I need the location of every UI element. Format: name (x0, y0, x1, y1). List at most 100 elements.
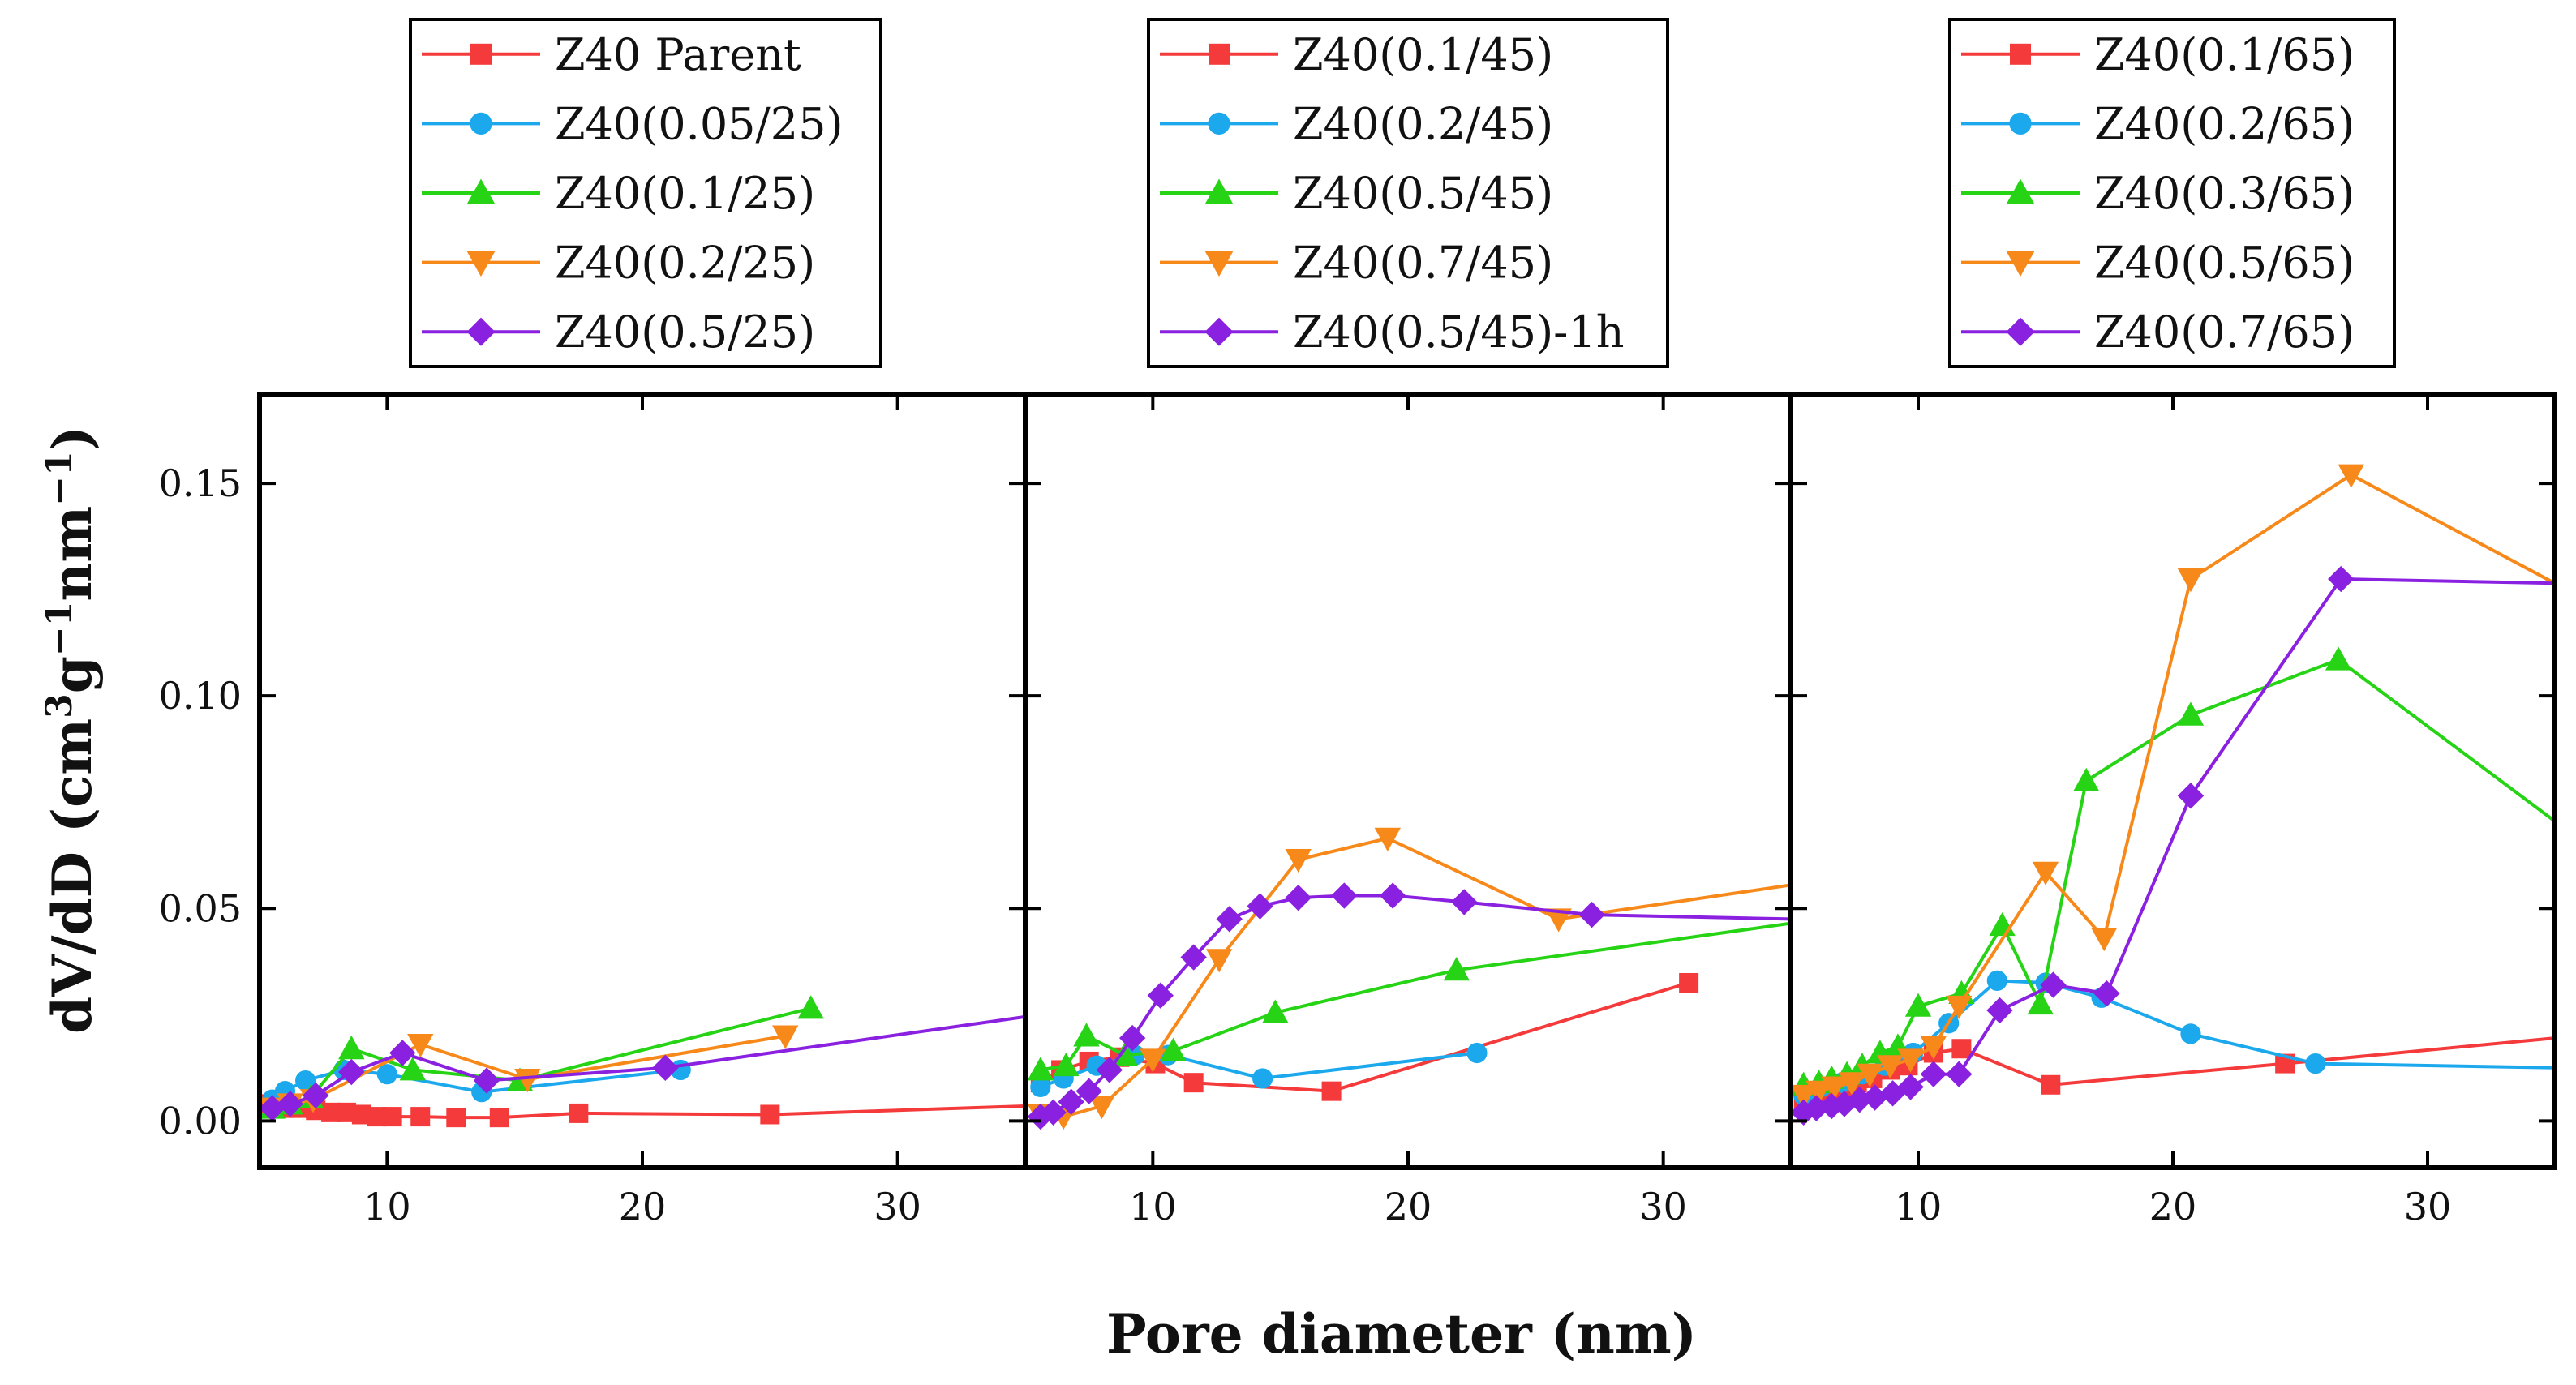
legend-item: Z40(0.2/25) (422, 238, 815, 289)
svg-text:dV/dD (cm3g−1nm−1): dV/dD (cm3g−1nm−1) (39, 426, 104, 1034)
data-point (389, 1040, 416, 1066)
data-point (514, 1069, 541, 1093)
data-point (446, 1108, 466, 1128)
legend-label: Z40(0.7/45) (1293, 238, 1553, 289)
legend-label: Z40(0.5/45) (1293, 168, 1553, 219)
legend-item: Z40(0.2/45) (1160, 98, 1553, 149)
legend-item: Z40(0.5/45)-1h (1160, 307, 1625, 358)
data-point (2305, 1053, 2326, 1074)
data-point (338, 1036, 365, 1060)
data-point (1805, 1080, 1832, 1104)
data-point (1831, 1091, 1858, 1117)
x-tick-label: 30 (874, 1185, 921, 1228)
data-point (1118, 1024, 1146, 1052)
data-point (1466, 1042, 1488, 1064)
data-point (772, 1025, 799, 1049)
chart-panel-middle: 10 20 30Z40(0.1/45)Z40(0.2/45)Z40(0.5/45)Z… (1023, 18, 1793, 1228)
data-point (473, 1067, 500, 1094)
x-tick-label: 10 (1895, 1185, 1943, 1228)
ylabel-sup2: −1 (39, 602, 80, 656)
y-tick-label: 0.00 (159, 1099, 242, 1143)
legend-marker (466, 251, 496, 277)
legend-item: Z40(0.1/65) (1961, 29, 2355, 80)
data-point (1545, 908, 1572, 933)
data-point (1986, 970, 2007, 991)
data-point (1262, 999, 1289, 1023)
series-Z40 Parent (260, 1094, 1025, 1128)
legend-label: Z40(0.3/65) (2094, 168, 2355, 219)
legend-marker (470, 43, 492, 65)
data-point (1183, 1073, 1204, 1093)
series-line (1803, 577, 2555, 1114)
data-point (1443, 957, 1470, 981)
legend-label: Z40(0.5/65) (2094, 238, 2355, 289)
legend-marker (1204, 317, 1234, 346)
legend-label: Z40(0.2/65) (2094, 98, 2355, 149)
series-Z40(0.5/65) (1791, 464, 2555, 1109)
data-point (1920, 1036, 1947, 1060)
legend-item: Z40(0.3/65) (1961, 168, 2355, 219)
legend-item: Z40(0.5/25) (422, 307, 815, 358)
plot-area-right (1791, 464, 2555, 1126)
x-tick-label: 20 (2149, 1185, 2197, 1228)
legend-label: Z40(0.05/25) (555, 98, 844, 149)
legend-marker (2006, 251, 2035, 277)
data-point (2338, 464, 2364, 488)
y-axis-title: dV/dD (cm3g−1nm−1) (39, 426, 104, 1034)
legend-marker (1204, 178, 1234, 205)
data-point (2180, 1023, 2201, 1044)
legend-marker (466, 317, 496, 346)
legend-marker (470, 112, 492, 135)
legend-item: Z40(0.7/45) (1160, 238, 1553, 289)
data-point (303, 1082, 329, 1109)
data-point (1247, 893, 1273, 920)
data-point (407, 1034, 434, 1058)
data-point (1904, 993, 1932, 1017)
data-point (2091, 927, 2118, 952)
legend-marker (1204, 251, 1234, 277)
data-point (1846, 1086, 1873, 1113)
data-point (1088, 1096, 1115, 1120)
data-point (2041, 1074, 2061, 1095)
data-point (1451, 889, 1478, 915)
data-point (1897, 1048, 1924, 1073)
data-point (2093, 980, 2120, 1007)
y-tick-label: 0.10 (159, 674, 242, 718)
data-point (1285, 849, 1312, 873)
data-point (1321, 1081, 1342, 1101)
x-tick-label: 30 (2404, 1185, 2452, 1228)
series-Z40(0.5/45)-1h (1027, 882, 1791, 1130)
legend-label: Z40 Parent (555, 29, 801, 80)
data-point (1040, 1099, 1067, 1126)
data-point (382, 1107, 402, 1127)
legend-item: Z40(0.7/65) (1961, 307, 2355, 358)
data-point (1951, 1039, 1972, 1059)
data-point (1180, 944, 1207, 971)
legend-label: Z40(0.5/25) (555, 307, 815, 358)
x-tick-label: 10 (363, 1185, 411, 1228)
data-point (1986, 997, 2013, 1024)
data-point (1331, 882, 1358, 909)
data-point (652, 1054, 679, 1082)
data-point (1147, 982, 1174, 1009)
data-point (410, 1107, 431, 1127)
data-point (489, 1108, 509, 1128)
data-point (1216, 906, 1243, 933)
data-point (1897, 1074, 1924, 1100)
data-point (399, 1057, 426, 1081)
series-Z40(0.7/45) (1027, 827, 1791, 1130)
data-point (1857, 1063, 1883, 1087)
ylabel-mid2: nm (41, 506, 104, 602)
legend-right: Z40(0.1/65) Z40(0.2/65) Z40(0.3/65) Z40(0.5… (1948, 18, 2396, 368)
data-point (2073, 767, 2100, 791)
legend-marker (466, 178, 496, 205)
chart-panel-right: 10 20 30Z40(0.1/65)Z40(0.2/65)Z40(0.3/65)Z… (1788, 18, 2557, 1228)
data-point (1374, 827, 1402, 851)
panels: 10 20 30 0.00 0.05 0.10 0.15 Z40 Parent Z40(0.05… (159, 18, 2557, 1228)
y-tick-label: 0.05 (159, 886, 242, 930)
legend-label: Z40(0.1/65) (2094, 29, 2355, 80)
data-point (1073, 1023, 1100, 1047)
data-point (797, 995, 824, 1019)
data-point (760, 1104, 780, 1125)
